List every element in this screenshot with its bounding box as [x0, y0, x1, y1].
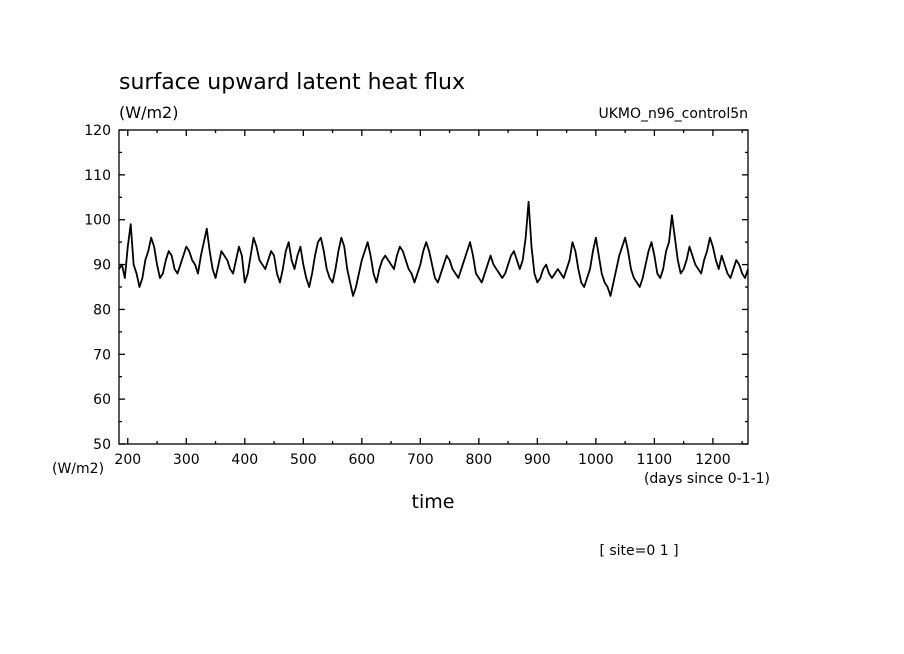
x-tick-label: 1100 [637, 452, 673, 468]
x-tick-label: 800 [465, 452, 492, 468]
x-tick-label: 1000 [578, 452, 614, 468]
series-line [118, 200, 749, 297]
y-tick-label: 70 [93, 347, 111, 363]
y-axis: 50 60 70 80 90 100 110 120 [84, 123, 748, 453]
y-tick-label: 50 [93, 437, 111, 453]
x-tick-label: 700 [407, 452, 434, 468]
units-label: (W/m2) [119, 103, 178, 122]
x-axis-title: time [412, 491, 455, 513]
y-tick-label: 110 [84, 168, 111, 184]
y-tick-label: 90 [93, 258, 111, 274]
y-tick-label: 60 [93, 392, 111, 408]
x-tick-label: 300 [173, 452, 200, 468]
plot-frame [118, 129, 749, 445]
x-tick-label: 600 [348, 452, 375, 468]
x-tick-label: 500 [290, 452, 317, 468]
site-label: [ site=0 1 ] [599, 543, 678, 559]
x-axis: 200 300 400 500 600 700 800 900 1000 1100 1200 [114, 130, 743, 468]
y-axis-unit: (W/m2) [52, 461, 104, 477]
y-tick-label: 80 [93, 302, 111, 318]
dataset-label: UKMO_n96_control5n [598, 106, 748, 122]
x-tick-label: 900 [524, 452, 551, 468]
x-axis-unit: (days since 0-1-1) [644, 471, 770, 487]
x-tick-label: 400 [231, 452, 258, 468]
chart-title: surface upward latent heat flux [119, 70, 465, 95]
y-tick-label: 100 [84, 213, 111, 229]
x-tick-label: 200 [114, 452, 141, 468]
x-tick-label: 1200 [695, 452, 731, 468]
y-tick-label: 120 [84, 123, 111, 139]
